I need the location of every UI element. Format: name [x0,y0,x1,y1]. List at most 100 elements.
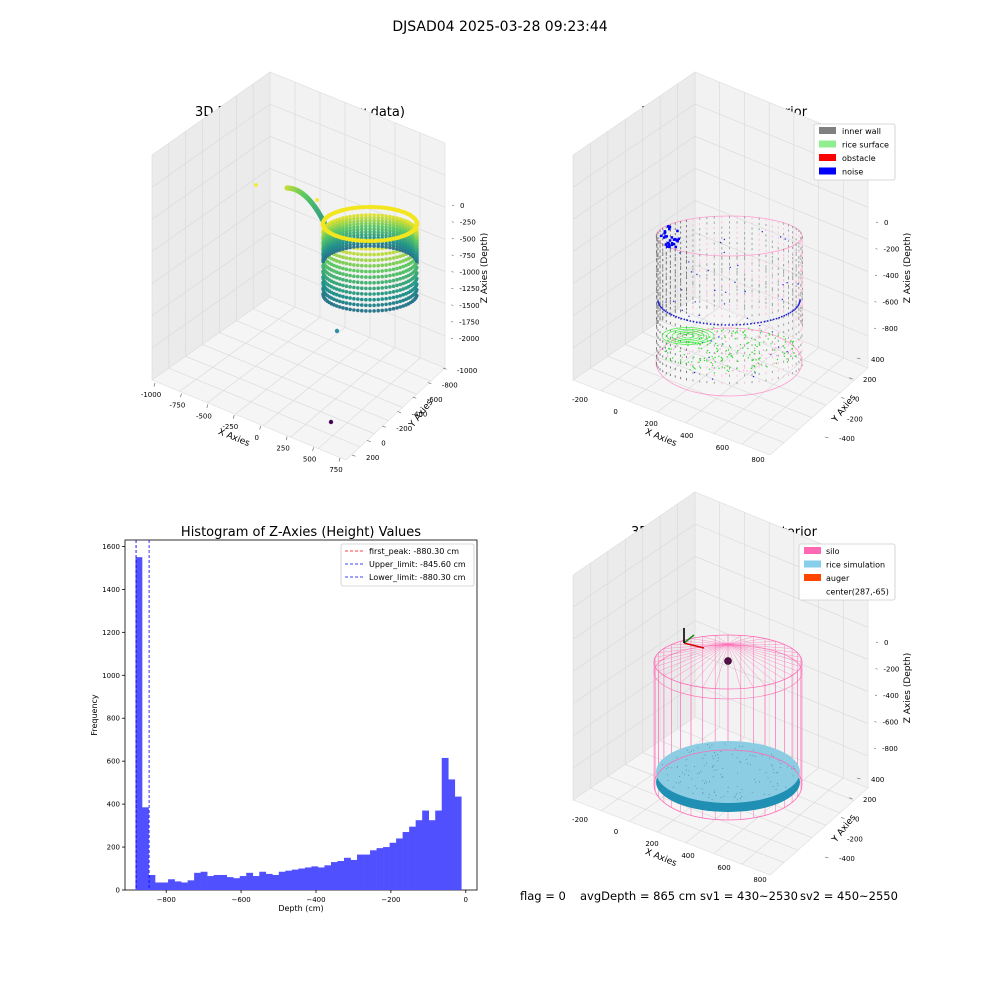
point [352,296,356,301]
point [798,279,800,282]
point [384,242,388,246]
z-tick-label: -1500 [459,302,479,310]
point [662,281,664,284]
point [758,228,760,231]
y-tick-label: -600 [427,396,443,404]
tick-mark [451,304,454,306]
point [765,244,767,247]
point [788,358,789,362]
point [729,322,730,325]
tick-mark [367,440,371,443]
grid-line [694,588,869,660]
point [783,227,785,230]
point [657,329,659,332]
rice-texture [722,776,724,778]
rice-texture [676,767,678,769]
point [348,228,352,233]
tick-mark [180,393,182,398]
point [344,273,349,277]
rice-texture [711,799,713,801]
point [721,285,723,288]
point [384,274,388,279]
point [656,233,658,237]
point [771,252,773,255]
point [384,225,388,230]
point [721,322,723,325]
point [795,269,797,272]
point [771,219,773,222]
point [777,278,779,281]
silo-wire [727,643,801,667]
point [718,355,720,357]
point [783,222,785,225]
point [801,285,803,288]
rice-texture [686,759,688,761]
point [372,204,378,210]
point [657,277,659,280]
histogram-bar [168,879,175,890]
grid-line [234,327,346,415]
point [656,310,657,313]
rice-texture [701,788,703,790]
point [404,269,408,273]
point [792,260,794,263]
rice-texture [702,792,704,793]
point [341,306,345,310]
point [721,268,723,271]
point [368,216,372,220]
point [665,309,667,312]
point [688,261,690,263]
point [765,296,767,299]
rice-texture [708,793,710,795]
point [660,234,663,238]
point [771,271,773,274]
point [763,320,766,323]
point [401,276,406,280]
point [771,274,773,277]
point [674,264,676,267]
histogram-bar [272,874,280,890]
point [404,258,408,262]
point [415,237,419,241]
point [765,265,767,268]
point [734,281,736,283]
point [683,318,686,321]
point [743,338,745,340]
rice-texture [737,799,739,801]
point [398,245,403,249]
point [783,308,785,311]
point [688,352,691,355]
histogram-bar [311,866,319,890]
point [736,255,738,259]
point [758,243,760,246]
point [713,374,715,377]
point [758,283,760,287]
point [771,289,773,292]
histogram-y-axis-label: Frequency [90,694,99,736]
point [699,365,701,368]
point [699,372,701,376]
point [766,320,769,322]
point [680,262,682,265]
point [657,336,659,339]
point [768,353,770,355]
point [348,268,352,272]
point [751,306,753,310]
point [372,216,376,220]
point [659,279,661,282]
point [380,274,385,279]
point [792,275,794,278]
point [348,302,352,306]
rice-texture [709,781,711,783]
rice-texture [736,786,738,788]
point [736,344,738,347]
point [663,230,667,233]
point [706,284,708,287]
point [744,232,746,235]
point [686,259,687,262]
point [368,221,372,226]
point [401,259,406,263]
point [788,245,789,248]
point [401,287,406,291]
grid-line [694,232,869,304]
